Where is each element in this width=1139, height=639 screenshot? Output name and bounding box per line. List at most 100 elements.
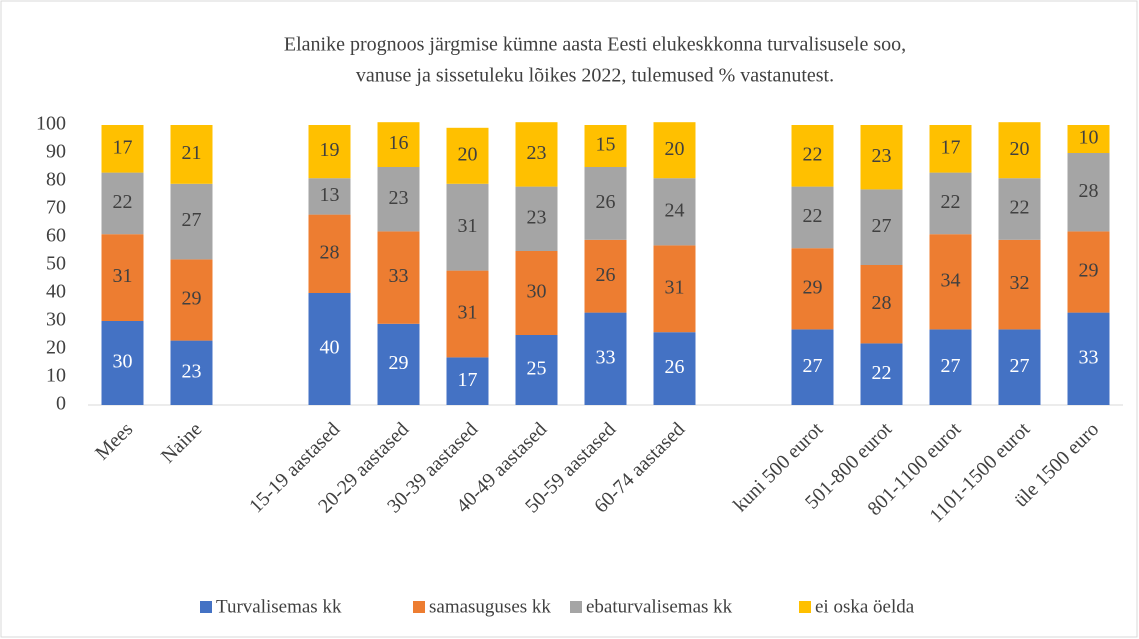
bar-segment xyxy=(377,122,420,167)
data-label: 22 xyxy=(113,191,133,213)
y-tick-label: 50 xyxy=(46,253,66,275)
data-label: 23 xyxy=(182,360,202,382)
bar-segment xyxy=(1067,125,1110,153)
bar-segment xyxy=(377,167,420,232)
data-label: 15 xyxy=(596,134,616,156)
data-label: 21 xyxy=(182,142,202,164)
bar-segment xyxy=(101,172,144,235)
data-label: 28 xyxy=(1079,180,1099,202)
chart-title: Elanike prognoos järgmise kümne aasta Ee… xyxy=(284,34,906,56)
y-tick-label: 40 xyxy=(46,281,66,303)
data-label: 22 xyxy=(941,191,961,213)
data-label: 20 xyxy=(1010,138,1030,160)
bar-segment xyxy=(584,125,627,167)
legend-swatch xyxy=(200,601,212,613)
data-label: 40 xyxy=(320,337,340,359)
bar-segment xyxy=(170,259,213,341)
data-label: 33 xyxy=(389,265,409,287)
bar-segment xyxy=(101,321,144,405)
data-label: 33 xyxy=(1079,346,1099,368)
bar-segment xyxy=(653,332,696,405)
bar-segment xyxy=(584,239,627,313)
bar-segment xyxy=(377,231,420,324)
bar-segment xyxy=(791,248,834,330)
data-label: 23 xyxy=(527,142,547,164)
data-label: 31 xyxy=(665,276,685,298)
bar-segment xyxy=(860,265,903,344)
bar-segment xyxy=(653,122,696,179)
bar-segment xyxy=(446,127,489,184)
bar-segment xyxy=(446,183,489,271)
data-label: 29 xyxy=(1079,260,1099,282)
data-label: 27 xyxy=(941,355,961,377)
bar-segment xyxy=(929,172,972,235)
bar-segment xyxy=(170,125,213,184)
data-label: 28 xyxy=(872,292,892,314)
y-tick-label: 90 xyxy=(46,141,66,163)
bar-segment xyxy=(584,167,627,240)
bar-segment xyxy=(791,125,834,187)
data-label: 31 xyxy=(458,302,478,324)
bar-segment xyxy=(377,323,420,405)
legend-swatch xyxy=(413,601,425,613)
bar-segment xyxy=(101,125,144,173)
data-label: 26 xyxy=(596,264,616,286)
y-tick-label: 60 xyxy=(46,225,66,247)
bar-segment xyxy=(1067,231,1110,313)
bar-segment xyxy=(998,329,1041,405)
data-label: 27 xyxy=(803,355,823,377)
data-label: 27 xyxy=(1010,355,1030,377)
bar-segment xyxy=(101,234,144,321)
data-label: 28 xyxy=(320,241,340,263)
legend-label: ei oska öelda xyxy=(815,596,915,617)
chart-title: vanuse ja sissetuleku lõikes 2022, tulem… xyxy=(356,65,834,87)
bar-segment xyxy=(929,234,972,330)
legend-label: samasuguses kk xyxy=(429,596,551,617)
bar-segment xyxy=(860,189,903,265)
bar-segment xyxy=(929,329,972,405)
bar-segment xyxy=(653,245,696,333)
bar-segment xyxy=(308,293,351,405)
y-tick-label: 0 xyxy=(56,393,66,415)
bar-segment xyxy=(791,329,834,405)
legend-label: Turvalisemas kk xyxy=(216,596,342,617)
data-label: 17 xyxy=(458,369,478,391)
data-label: 19 xyxy=(320,139,340,161)
bar-segment xyxy=(308,178,351,215)
legend-swatch xyxy=(799,601,811,613)
data-label: 26 xyxy=(665,356,685,378)
bar-segment xyxy=(446,270,489,358)
data-label: 20 xyxy=(665,138,685,160)
data-label: 32 xyxy=(1010,272,1030,294)
data-label: 23 xyxy=(389,187,409,209)
bar-segment xyxy=(515,122,558,187)
bar-segment xyxy=(998,178,1041,240)
data-label: 22 xyxy=(803,143,823,165)
data-label: 27 xyxy=(872,215,892,237)
data-label: 17 xyxy=(113,136,133,158)
bar-segment xyxy=(308,214,351,293)
data-label: 20 xyxy=(458,143,478,165)
data-label: 25 xyxy=(527,358,547,380)
data-label: 22 xyxy=(1010,197,1030,219)
data-label: 34 xyxy=(941,269,961,291)
data-label: 16 xyxy=(389,132,409,154)
bar-segment xyxy=(860,343,903,405)
y-tick-label: 70 xyxy=(46,197,66,219)
data-label: 30 xyxy=(527,281,547,303)
data-label: 22 xyxy=(872,362,892,384)
data-label: 22 xyxy=(803,205,823,227)
data-label: 33 xyxy=(596,346,616,368)
data-label: 27 xyxy=(182,209,202,231)
data-label: 29 xyxy=(389,352,409,374)
bar-segment xyxy=(998,122,1041,179)
data-label: 29 xyxy=(182,288,202,310)
bar-segment xyxy=(860,125,903,190)
bar-segment xyxy=(998,239,1041,330)
data-label: 30 xyxy=(113,351,133,373)
bar-segment xyxy=(170,183,213,260)
data-label: 29 xyxy=(803,276,823,298)
y-tick-label: 10 xyxy=(46,365,66,387)
bar-segment xyxy=(515,186,558,251)
